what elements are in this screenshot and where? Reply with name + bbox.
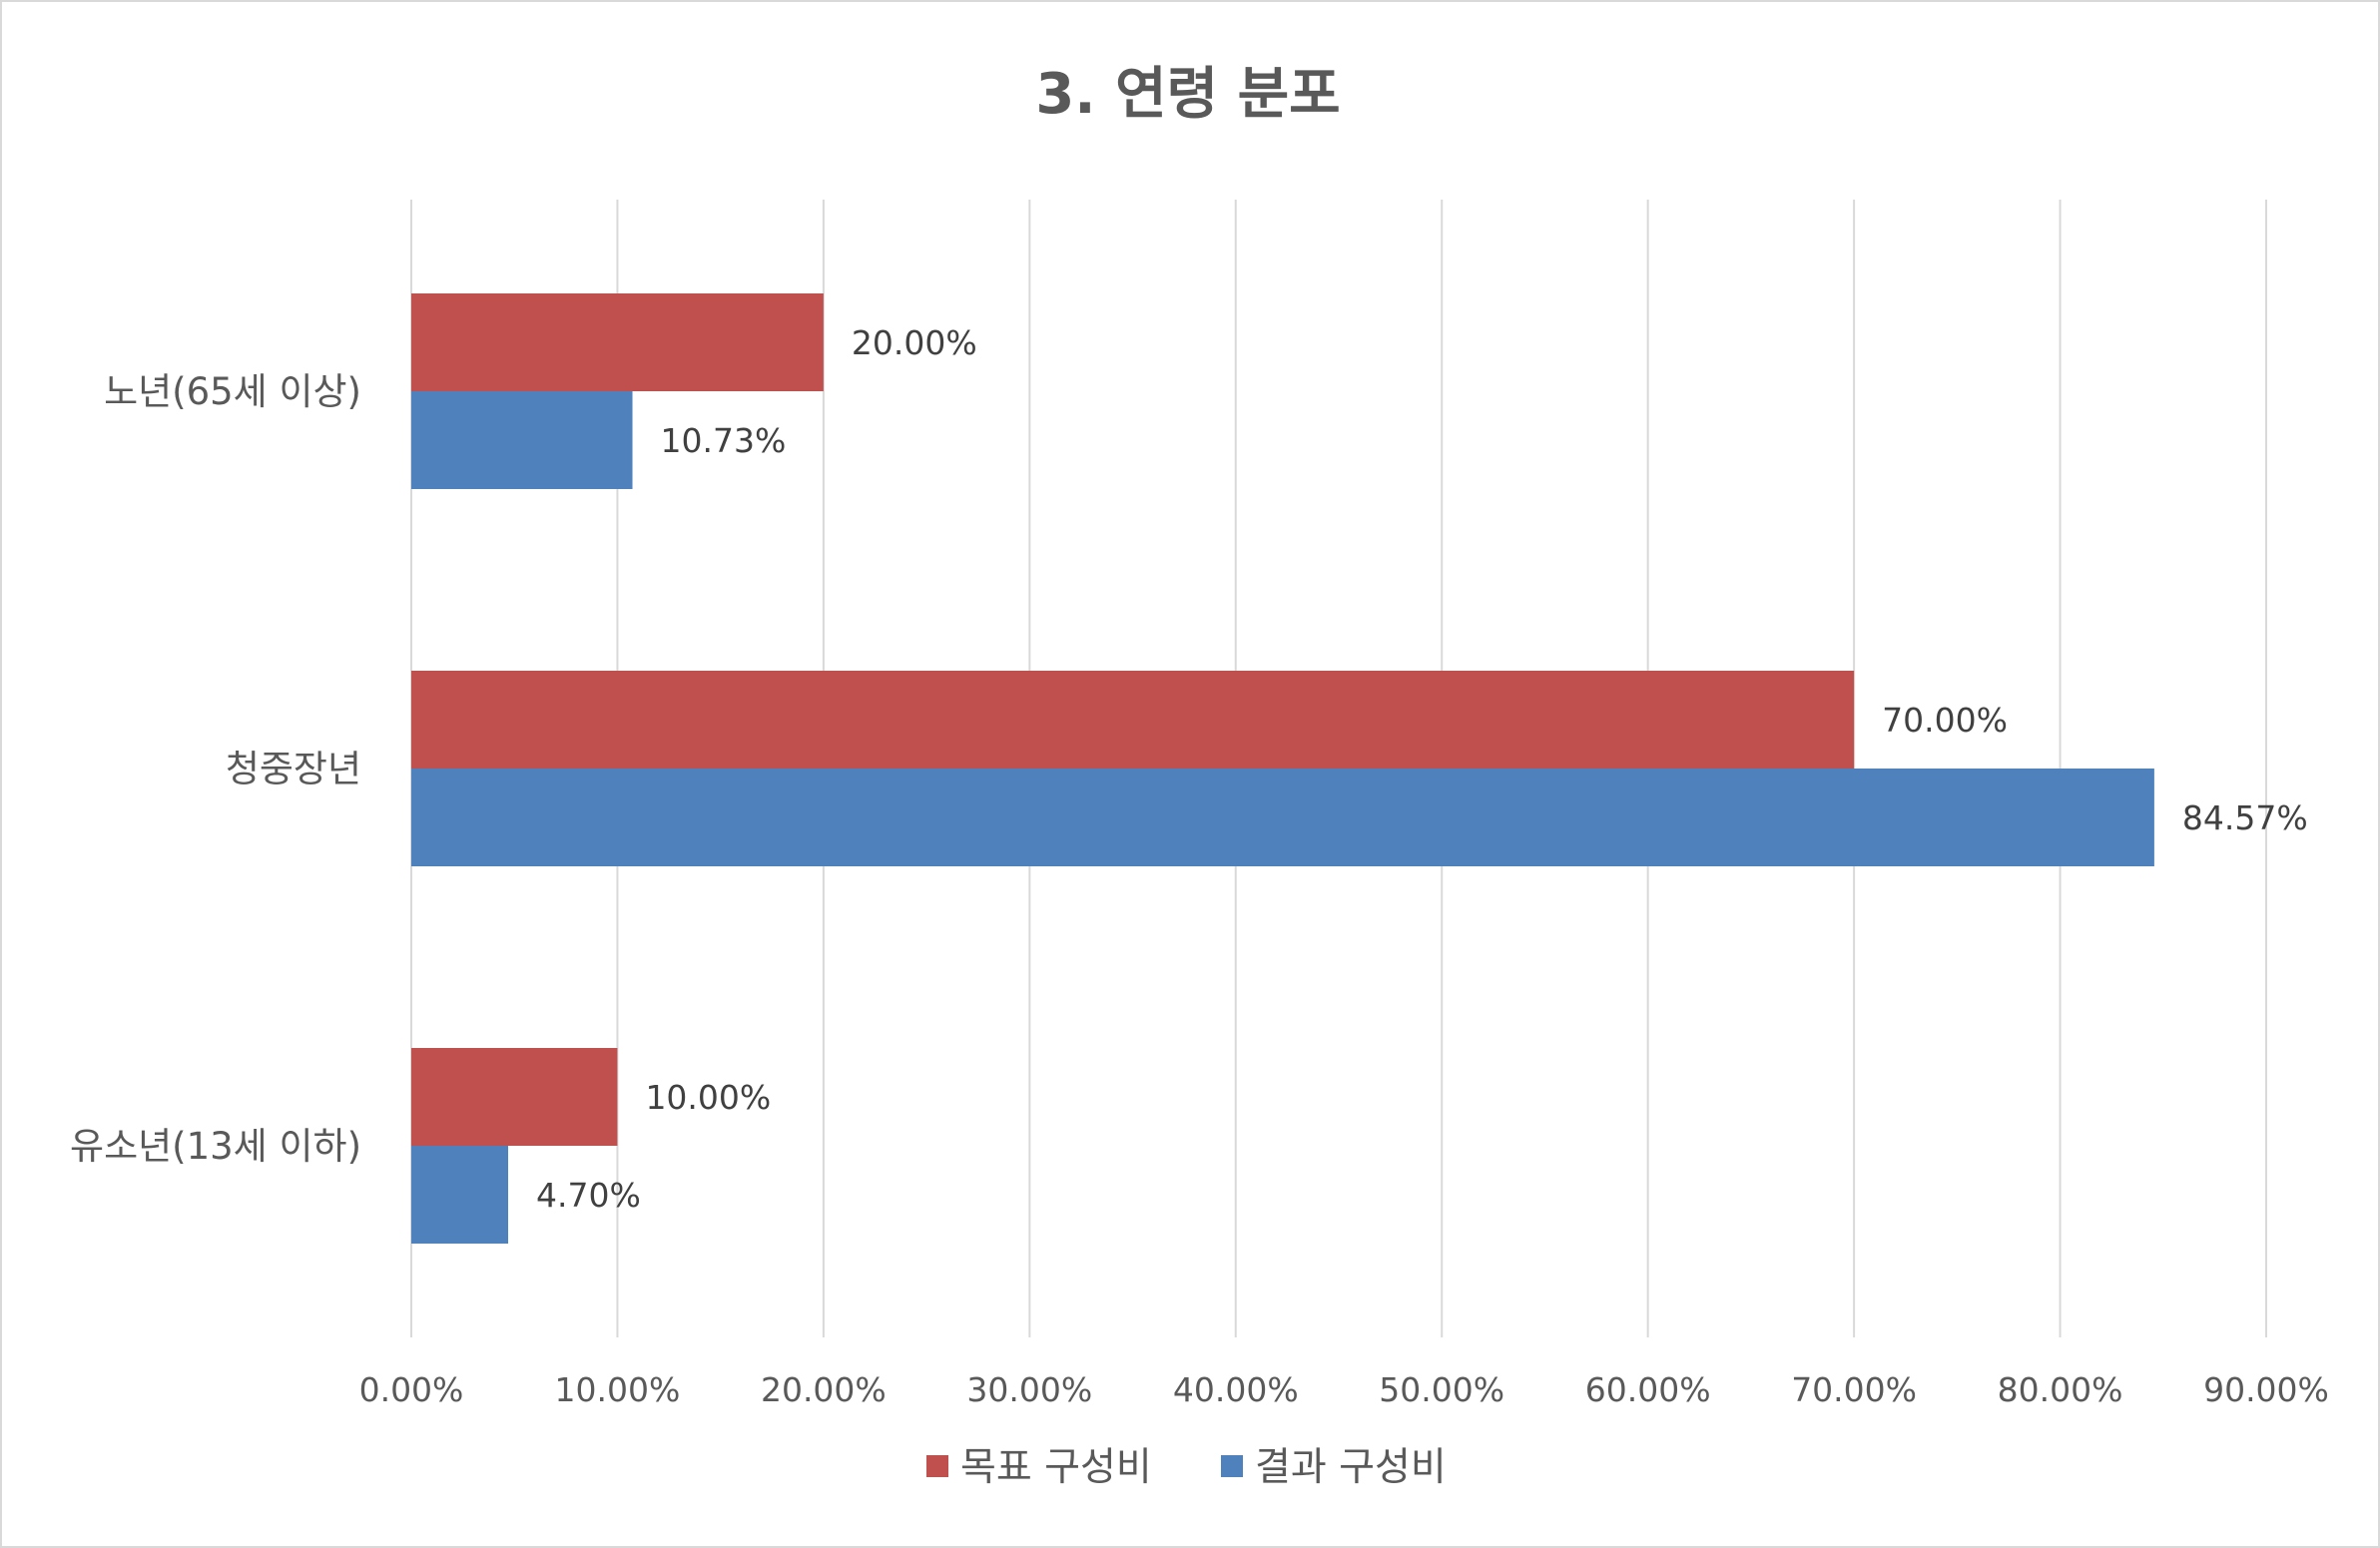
category-label: 노년(65세 이상): [104, 370, 361, 413]
bar: [411, 1146, 509, 1244]
x-tick-label: 20.00%: [761, 1370, 887, 1409]
data-labels: 20.00% 10.73% 70.00% 84.57% 10.00% 4.70%: [536, 323, 2308, 1215]
bar: [411, 671, 1855, 769]
data-label: 70.00%: [1882, 701, 2008, 740]
legend-label: 목표 구성비: [960, 1445, 1152, 1490]
legend-label: 결과 구성비: [1255, 1445, 1447, 1490]
x-tick-label: 90.00%: [2203, 1370, 2329, 1409]
x-tick-label: 10.00%: [555, 1370, 681, 1409]
data-label: 20.00%: [852, 323, 977, 362]
data-label: 10.73%: [661, 421, 787, 460]
data-label: 10.00%: [645, 1078, 771, 1117]
x-tick-label: 80.00%: [1998, 1370, 2123, 1409]
legend-swatch: [926, 1455, 948, 1477]
bar: [411, 293, 824, 391]
legend: 목표 구성비 결과 구성비: [926, 1445, 1447, 1490]
bar: [411, 1048, 618, 1146]
legend-swatch: [1221, 1455, 1243, 1477]
x-tick-label: 40.00%: [1173, 1370, 1299, 1409]
x-tick-label: 30.00%: [966, 1370, 1092, 1409]
x-tick-label: 0.00%: [359, 1370, 464, 1409]
bar: [411, 769, 2154, 866]
data-label: 84.57%: [2182, 798, 2308, 837]
x-tick-label: 70.00%: [1791, 1370, 1917, 1409]
bars: [411, 293, 2154, 1244]
category-label: 청중장년: [226, 748, 361, 790]
category-label: 유소년(13세 이하): [70, 1125, 361, 1168]
data-label: 4.70%: [536, 1176, 641, 1215]
bar: [411, 391, 633, 489]
chart-title: 3. 연령 분포: [1035, 62, 1340, 127]
x-tick-label: 50.00%: [1379, 1370, 1504, 1409]
x-axis-ticks: 0.00% 10.00% 20.00% 30.00% 40.00% 50.00% 60.00…: [359, 1370, 2329, 1409]
x-tick-label: 60.00%: [1585, 1370, 1711, 1409]
